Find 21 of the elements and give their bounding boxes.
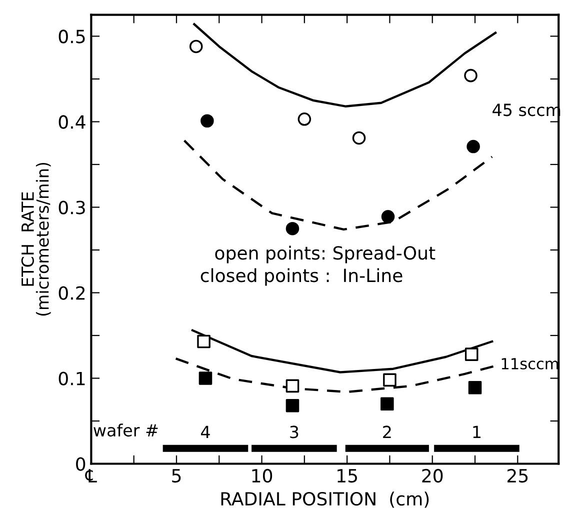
- y-tick-label: 0.5: [58, 30, 85, 44]
- annotation: closed points : In-Line: [200, 268, 402, 286]
- annotation: open points: Spread-Out: [215, 246, 436, 264]
- y-tick-label: 0: [76, 457, 86, 471]
- x-tick-label: 10: [252, 468, 272, 483]
- annotation: 4: [201, 426, 210, 438]
- annotation: 2: [383, 426, 391, 438]
- x-tick-label: 5: [172, 469, 181, 483]
- x-axis-title: RADIAL POSITION (cm): [221, 492, 429, 508]
- x-tick-label: 25: [507, 468, 528, 483]
- y-tick-label: 0.1: [58, 372, 85, 386]
- x-tick-label: 20: [422, 468, 443, 483]
- y-tick-label: 0.3: [58, 200, 85, 214]
- y-tick-label: 0.2: [58, 286, 85, 300]
- annotation: 3: [290, 426, 298, 438]
- y-tick-label: 0.4: [58, 115, 86, 129]
- y-axis-title: ETCH RATE (micrometers/min): [21, 162, 51, 316]
- annotation: 1: [473, 426, 480, 438]
- x-tick-label: 15: [338, 469, 357, 483]
- annotation: wafer #: [94, 424, 158, 437]
- x-tick-label: ℄: [85, 469, 97, 482]
